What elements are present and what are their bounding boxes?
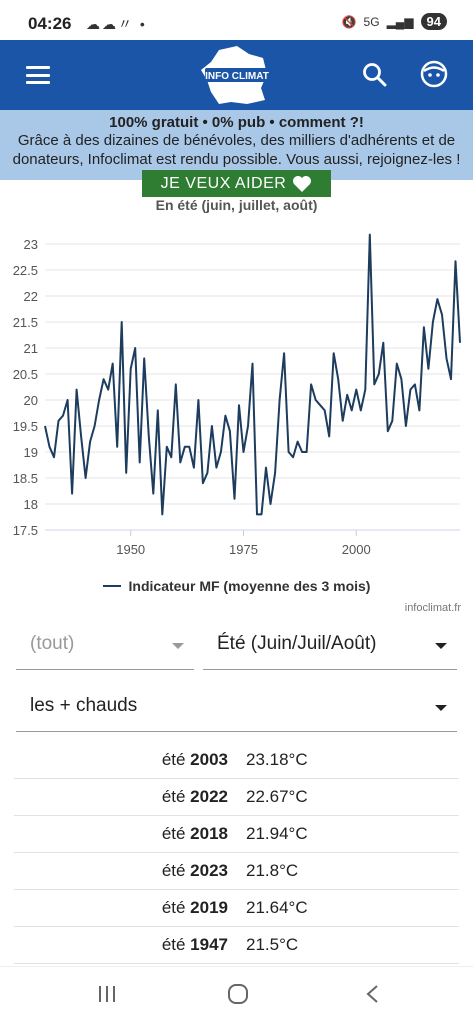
ranking-value: 21.5°C [246, 935, 299, 954]
chart-legend[interactable]: Indicateur MF (moyenne des 3 mois) [0, 578, 473, 594]
ranking-year: 2022 [190, 787, 228, 806]
ranking-label: été 2023 [14, 861, 246, 881]
y-tick-label: 18.5 [13, 471, 38, 486]
ranking-year: 2003 [190, 750, 228, 769]
y-tick-label: 21.5 [13, 315, 38, 330]
period-select-value: (tout) [30, 633, 75, 654]
banner-title: 100% gratuit • 0% pub • comment ?! [109, 114, 364, 131]
ranking-row[interactable]: été 1947 21.5°C [14, 927, 459, 964]
ranking-prefix: été [161, 824, 191, 843]
heart-icon [293, 175, 312, 192]
ranking-list: été 2003 23.18°C été 2022 22.67°C été 2018 21… [14, 742, 459, 964]
ranking-year: 2019 [190, 898, 228, 917]
y-tick-label: 22.5 [13, 263, 38, 278]
banner-text: Grâce à des dizaines de bénévoles, des m… [12, 132, 461, 168]
y-tick-label: 21 [24, 341, 38, 356]
account-icon[interactable] [420, 60, 448, 88]
chevron-down-icon [435, 705, 447, 711]
ranking-year: 2023 [190, 861, 228, 880]
ranking-row[interactable]: été 2003 23.18°C [14, 742, 459, 779]
ranking-year: 1947 [190, 935, 228, 954]
app-bar: INFO CLIMAT [0, 40, 473, 110]
ranking-prefix: été [161, 935, 191, 954]
svg-text:INFO CLIMAT: INFO CLIMAT [205, 71, 269, 82]
help-button-label: JE VEUX AIDER [160, 174, 287, 192]
ranking-value: 23.18°C [246, 750, 308, 769]
legend-line-icon [102, 585, 121, 587]
ranking-value: 21.8°C [246, 861, 299, 880]
ranking-prefix: été [161, 898, 191, 917]
signal-icon: ▂▄▆ [386, 14, 414, 29]
ranking-prefix: été [161, 787, 191, 806]
status-time: 04:26 [28, 14, 72, 33]
ranking-row[interactable]: été 2018 21.94°C [14, 816, 459, 853]
menu-icon[interactable] [26, 66, 50, 84]
period-select[interactable]: (tout) [16, 620, 194, 670]
help-button[interactable]: JE VEUX AIDER [142, 170, 331, 197]
order-select[interactable]: les + chauds [16, 682, 457, 732]
infoclimat-logo[interactable]: INFO CLIMAT [197, 44, 277, 106]
season-select-value: Été (Juin/Juil/Août) [217, 633, 377, 654]
search-icon[interactable] [362, 62, 388, 88]
ranking-prefix: été [161, 750, 191, 769]
x-tick-label: 2000 [342, 542, 371, 557]
series-line [44, 233, 461, 516]
network-label: 5G [363, 14, 380, 29]
season-select[interactable]: Été (Juin/Juil/Août) [203, 620, 457, 670]
chart-subtitle: En été (juin, juillet, août) [155, 197, 318, 213]
order-select-value: les + chauds [30, 695, 138, 716]
y-tick-label: 22 [24, 289, 38, 304]
ranking-row[interactable]: été 2023 21.8°C [14, 853, 459, 890]
ranking-row[interactable]: été 2022 22.67°C [14, 779, 459, 816]
ranking-row[interactable]: été 2019 21.64°C [14, 890, 459, 927]
mute-icon: 🔇 [341, 14, 357, 29]
home-icon[interactable] [227, 983, 249, 1010]
battery-badge: 94 [420, 13, 447, 30]
y-tick-label: 17.5 [13, 523, 38, 538]
ranking-value: 21.94°C [246, 824, 308, 843]
recent-apps-icon[interactable] [96, 983, 118, 1010]
donation-banner: 100% gratuit • 0% pub • comment ?! Grâce… [0, 110, 473, 180]
x-tick-label: 1950 [116, 542, 145, 557]
legend-label: Indicateur MF (moyenne des 3 mois) [128, 578, 371, 594]
chevron-down-icon [172, 643, 184, 649]
ranking-prefix: été [161, 861, 191, 880]
back-icon[interactable] [362, 983, 384, 1010]
system-nav-bar [0, 966, 473, 1024]
ranking-label: été 1947 [14, 935, 246, 955]
temperature-chart: 17.5 18 18.5 19 19.5 20 20.5 21 21.5 22 22.5 23 1950… [13, 233, 461, 557]
x-tick-label: 1975 [229, 542, 258, 557]
ranking-year: 2018 [190, 824, 228, 843]
ranking-value: 21.64°C [246, 898, 308, 917]
y-tick-label: 20.5 [13, 367, 38, 382]
chevron-down-icon [435, 643, 447, 649]
status-right: 🔇 5G ▂▄▆ 94 [342, 13, 447, 30]
y-tick-label: 23 [24, 237, 38, 252]
ranking-value: 22.67°C [246, 787, 308, 806]
y-tick-label: 18 [24, 497, 38, 512]
chart-credits[interactable]: infoclimat.fr [404, 602, 461, 614]
ranking-label: été 2003 [14, 750, 246, 770]
ranking-label: été 2019 [14, 898, 246, 918]
y-tick-label: 20 [24, 393, 38, 408]
ranking-label: été 2018 [14, 824, 246, 844]
y-tick-label: 19.5 [13, 419, 38, 434]
y-tick-label: 19 [24, 445, 38, 460]
status-bar: 04:26 ☁☁〃 • 🔇 5G ▂▄▆ 94 [0, 0, 473, 40]
notification-icons: ☁☁〃 • [86, 16, 147, 32]
ranking-label: été 2022 [14, 787, 246, 807]
